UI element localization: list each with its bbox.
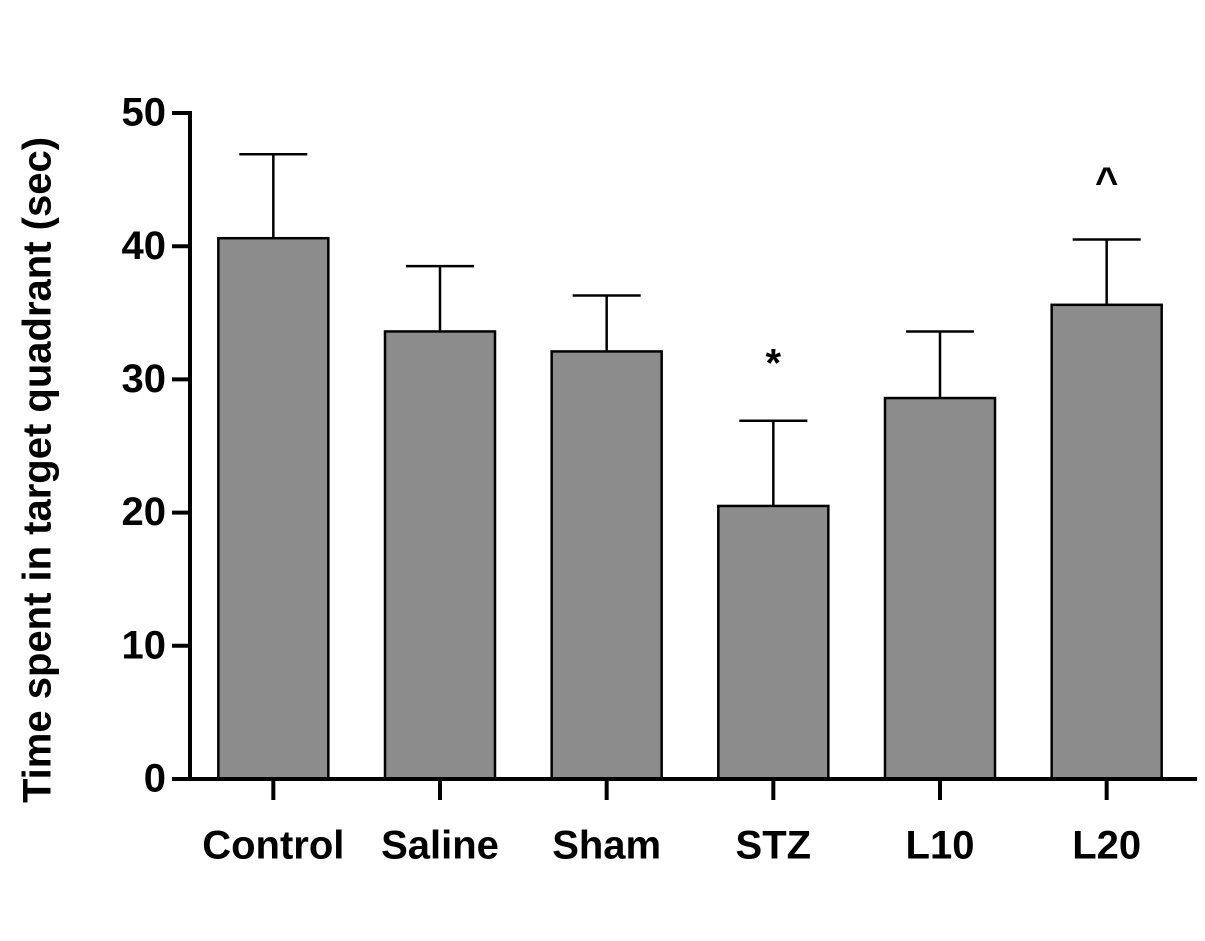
annotation: ^ [1095,160,1118,204]
bar [1050,303,1163,781]
x-tick-label: STZ [736,824,812,868]
x-tick-label: Control [202,824,344,868]
x-tick-label: L10 [906,824,975,868]
y-tick-label: 0 [144,757,166,801]
bar [217,236,330,781]
x-tick-label: Sham [552,824,661,868]
y-tick-label: 30 [122,357,167,401]
bar [883,396,997,781]
y-tick-label: 10 [122,623,167,667]
y-tick-label: 40 [122,224,167,268]
y-tick-label: 20 [122,490,167,534]
x-tick-label: Saline [381,824,499,868]
annotation: * [766,341,782,385]
bar [383,330,497,781]
y-axis-label: Time spent in target quadrant (sec) [16,137,60,803]
bar [717,504,830,781]
x-tick-label: L20 [1072,824,1141,868]
y-tick-label: 50 [122,91,167,135]
bar [550,350,663,781]
